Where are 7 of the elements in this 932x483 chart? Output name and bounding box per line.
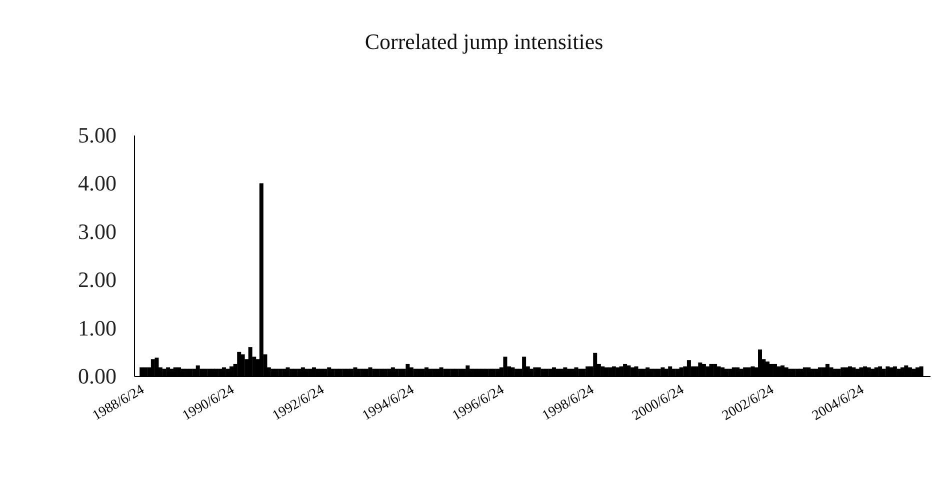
y-tick-label: 2.00 <box>78 267 116 292</box>
y-tick-label: 1.00 <box>78 315 116 340</box>
y-tick-label: 4.00 <box>78 170 116 196</box>
y-tick-label: 3.00 <box>78 218 116 244</box>
y-tick-label: 5.00 <box>78 122 116 148</box>
y-tick-label: 0.00 <box>78 364 116 388</box>
chart-title: Correlated jump intensities <box>364 29 604 54</box>
